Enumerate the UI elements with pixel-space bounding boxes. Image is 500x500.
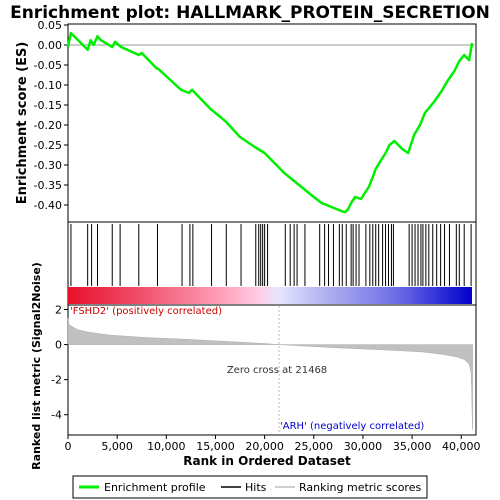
x-tick-label: 10,000: [147, 440, 186, 453]
legend-enrichment-label: Enrichment profile: [104, 481, 206, 494]
es-y-tick-label: -0.25: [34, 139, 62, 152]
legend-box: [72, 475, 428, 499]
es-panel-frame: [67, 23, 477, 223]
es-y-tick-label: -0.10: [34, 79, 62, 92]
x-axis-label: Rank in Ordered Dataset: [183, 454, 351, 468]
chart-title: Enrichment plot: HALLMARK_PROTEIN_SECRET…: [10, 3, 490, 23]
x-tick-label: 25,000: [295, 440, 334, 453]
x-tick-label: 40,000: [442, 440, 481, 453]
x-tick-label: 15,000: [196, 440, 235, 453]
x-tick-label: 0: [65, 440, 72, 453]
ranking-metric-area: [67, 318, 473, 430]
legend-metric-label: Ranking metric scores: [299, 481, 421, 494]
metric-y-tick-label: 2: [55, 304, 62, 317]
es-y-tick-label: -0.15: [34, 99, 62, 112]
metric-y-tick-label: 0: [55, 339, 62, 352]
metric-panel: 2 0 -2 -4 'FSHD2' (positively correlated) '…: [30, 262, 477, 470]
es-y-tick-label: -0.20: [34, 119, 62, 132]
x-tick-label: 30,000: [344, 440, 383, 453]
legend-hits-label: Hits: [245, 481, 267, 494]
es-axis-label: Enrichment score (ES): [15, 42, 30, 205]
es-y-tick-label: 0.05: [38, 19, 63, 32]
enrichment-profile-line: [66, 31, 474, 214]
hits-panel: [67, 221, 477, 306]
metric-panel-frame: [67, 304, 477, 436]
zero-cross-label: Zero cross at 21468: [227, 365, 327, 376]
metric-y-tick-label: -4: [51, 409, 62, 422]
x-tick-label: 35,000: [393, 440, 432, 453]
x-tick-label: 5,000: [101, 440, 133, 453]
pos-correlated-label: 'FSHD2' (positively correlated): [70, 306, 222, 317]
es-panel: 0.05 0.00 -0.05 -0.10 -0.15 -0.20 -0.25 -0.30 -0…: [15, 19, 477, 223]
rank-color-bar: [68, 287, 472, 304]
x-tick-label: 20,000: [245, 440, 284, 453]
es-y-tick-label: -0.35: [34, 179, 62, 192]
legend: Enrichment profile Hits Ranking metric s…: [72, 475, 428, 499]
es-y-tick-label: 0.00: [38, 39, 63, 52]
metric-axis-label: Ranked list metric (Signal2Noise): [30, 262, 43, 470]
neg-correlated-label: 'ARH' (negatively correlated): [280, 421, 424, 432]
es-y-tick-label: -0.30: [34, 159, 62, 172]
metric-y-tick-label: -2: [51, 374, 62, 387]
es-y-tick-label: -0.40: [34, 199, 62, 212]
es-y-tick-label: -0.05: [34, 59, 62, 72]
